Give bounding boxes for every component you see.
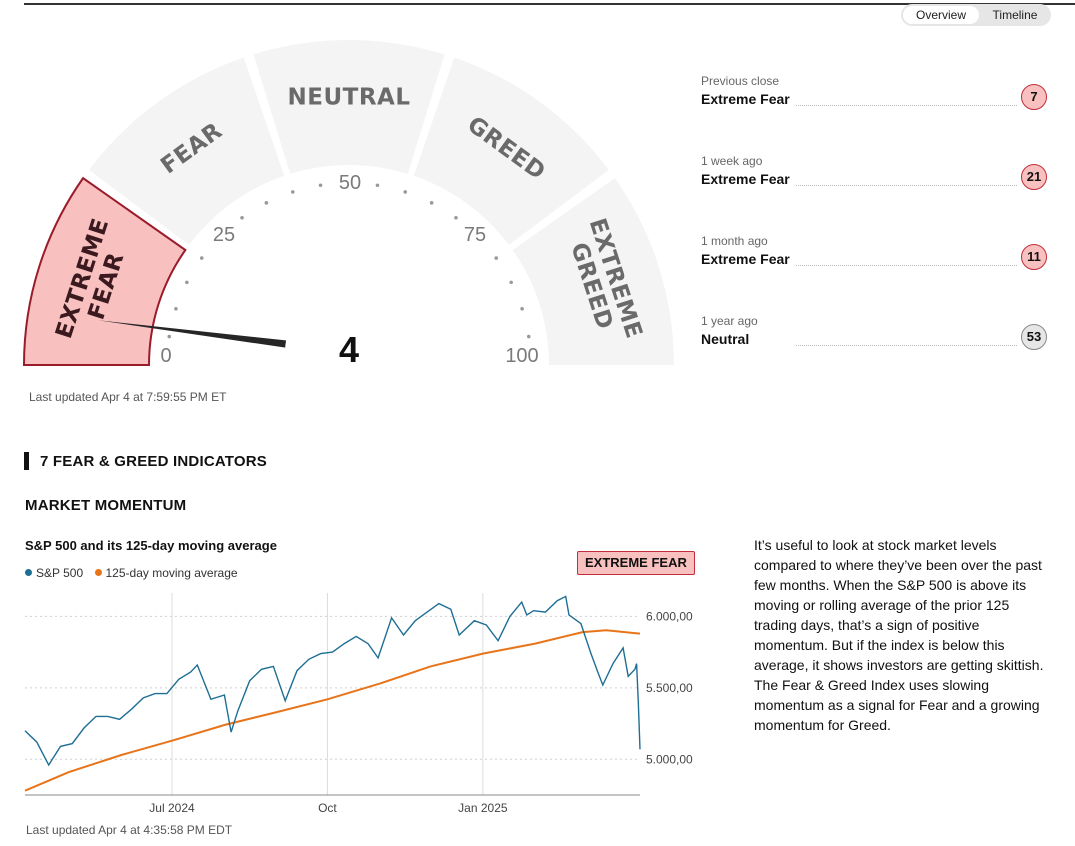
chart-x-tick-label: Jul 2024 xyxy=(149,801,195,815)
fear-greed-gauge: EXTREMEFEARFEARNEUTRALGREEDEXTREMEGREED … xyxy=(22,40,674,390)
series-line-sp500 xyxy=(24,595,641,767)
chart-y-tick-label: 5.500,00 xyxy=(646,681,693,695)
history-rating: Extreme Fear xyxy=(701,251,790,267)
chart-x-tick-label: Oct xyxy=(318,801,337,815)
chart-y-tick-labels: 5.000,00 5.500,00 6.000,00 xyxy=(646,609,693,766)
gauge-tick-dot xyxy=(290,190,295,194)
chart-y-tick-label: 5.000,00 xyxy=(646,752,693,766)
history-value-badge: 53 xyxy=(1021,324,1047,350)
history-rating: Neutral xyxy=(701,331,750,347)
gauge-tick-dots xyxy=(167,183,531,339)
history-value-badge: 11 xyxy=(1021,244,1047,270)
history-1-month-ago: 1 month ago Extreme Fear 11 xyxy=(701,234,1047,274)
history-when: 1 month ago xyxy=(701,234,768,248)
gauge-segment-extreme-fear xyxy=(22,176,187,366)
gauge-segment-greed xyxy=(413,57,609,245)
tab-overview[interactable]: Overview xyxy=(903,6,979,24)
chart-grid xyxy=(25,593,640,796)
chart-x-tick-label: Jan 2025 xyxy=(458,801,508,815)
gauge-label-neutral: NEUTRAL xyxy=(288,85,411,111)
gauge-tick-dot xyxy=(520,306,524,311)
gauge-tick-dot xyxy=(199,256,204,260)
gauge-tick-label: 100 xyxy=(505,345,538,367)
indicators-heading-text: 7 FEAR & GREED INDICATORS xyxy=(40,453,267,470)
series-line-moving-average xyxy=(24,629,641,792)
indicator-description: It’s useful to look at stock market leve… xyxy=(754,537,1044,733)
history-1-year-ago: 1 year ago Neutral 53 xyxy=(701,314,1047,354)
gauge-tick-dot xyxy=(264,201,269,205)
indicator-title: MARKET MOMENTUM xyxy=(25,497,187,514)
gauge-tick-label: 0 xyxy=(160,345,171,367)
top-rule xyxy=(24,3,1075,5)
history-when: Previous close xyxy=(701,74,780,88)
gauge-tick-dot xyxy=(403,190,408,194)
legend-label: S&P 500 xyxy=(36,566,84,580)
chart-y-tick-label: 6.000,00 xyxy=(646,609,693,623)
history-dotted-leader xyxy=(796,345,1017,346)
gauge-tick-dot xyxy=(185,280,189,285)
legend-item-sp500: S&P 500 xyxy=(25,566,83,580)
gauge-tick-dot xyxy=(454,215,458,220)
gauge-score: 4 xyxy=(339,329,359,370)
gauge-tick-labels: 0 25 50 75 100 xyxy=(160,172,538,367)
history-dotted-leader xyxy=(796,185,1017,186)
history-when: 1 week ago xyxy=(701,154,763,168)
gauge-segments xyxy=(22,40,674,366)
history-dotted-leader xyxy=(796,265,1017,266)
gauge-tick-dot xyxy=(318,183,323,188)
gauge-last-updated: Last updated Apr 4 at 7:59:55 PM ET xyxy=(29,390,227,404)
gauge-tick-dot xyxy=(509,280,513,285)
indicator-rating-badge: EXTREME FEAR xyxy=(577,551,695,575)
heading-accent-bar xyxy=(24,452,29,470)
legend-dot xyxy=(94,569,102,576)
gauge-hub xyxy=(285,288,413,390)
gauge-tick-label: 25 xyxy=(213,224,235,246)
legend-label: 125-day moving average xyxy=(105,566,238,580)
view-toggle: Overview Timeline xyxy=(901,4,1051,26)
history-rating: Extreme Fear xyxy=(701,171,790,187)
gauge-tick-dot xyxy=(174,306,178,311)
history-value-badge: 7 xyxy=(1021,84,1047,110)
gauge-segment-extreme-greed xyxy=(512,178,674,365)
legend-dot xyxy=(25,569,32,576)
history-dotted-leader xyxy=(796,105,1017,106)
gauge-tick-dot xyxy=(240,215,244,220)
tab-timeline[interactable]: Timeline xyxy=(992,8,1038,22)
gauge-tick-dot xyxy=(429,201,434,205)
chart-legend: S&P 500 125-day moving average xyxy=(25,566,246,580)
gauge-segment-fear xyxy=(89,57,285,245)
history-value-badge: 21 xyxy=(1021,164,1047,190)
chart-x-tick-labels: Jul 2024 Oct Jan 2025 xyxy=(149,801,508,815)
momentum-chart: Jul 2024 Oct Jan 2025 5.000,00 5.500,00 6.00… xyxy=(24,593,693,815)
gauge-tick-dot xyxy=(494,256,499,260)
gauge-tick-label: 50 xyxy=(339,172,361,194)
chart-last-updated: Last updated Apr 4 at 4:35:58 PM EDT xyxy=(26,823,233,837)
gauge-tick-dot xyxy=(526,334,531,339)
history-1-week-ago: 1 week ago Extreme Fear 21 xyxy=(701,154,1047,194)
gauge-tick-label: 75 xyxy=(464,224,486,246)
chart-title: S&P 500 and its 125-day moving average xyxy=(25,538,277,553)
gauge-tick-dot xyxy=(375,183,380,188)
history-previous-close: Previous close Extreme Fear 7 xyxy=(701,74,1047,114)
legend-item-moving-average: 125-day moving average xyxy=(94,566,238,580)
gauge-tick-dot xyxy=(167,334,172,339)
gauge-segment-neutral xyxy=(253,40,445,174)
history-rating: Extreme Fear xyxy=(701,91,790,107)
history-when: 1 year ago xyxy=(701,314,758,328)
